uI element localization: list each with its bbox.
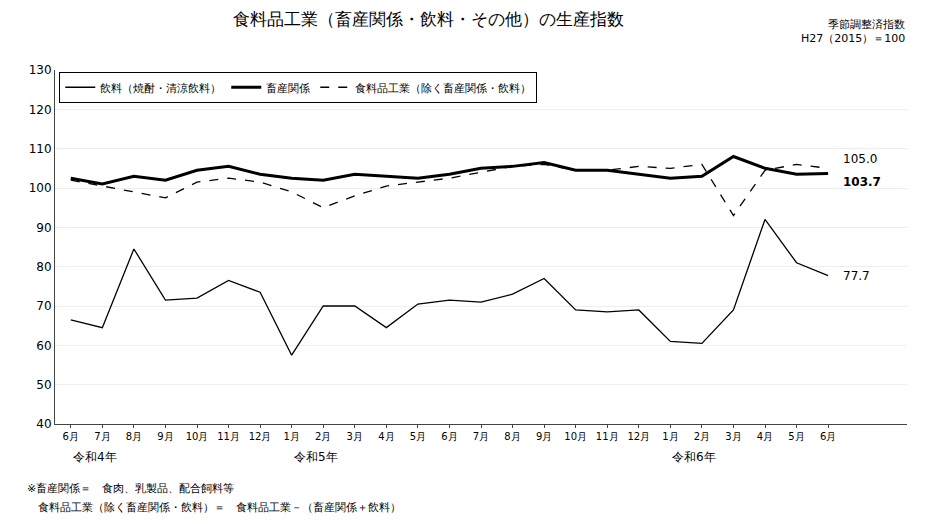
svg-text:6月: 6月 [63,431,79,442]
svg-text:103.7: 103.7 [843,175,881,189]
svg-text:3月: 3月 [725,431,741,442]
svg-text:季節調整済指数H27（2015）＝100: 季節調整済指数H27（2015）＝100 [801,18,905,45]
svg-text:6月: 6月 [820,431,836,442]
svg-text:3月: 3月 [347,431,363,442]
svg-text:10月: 10月 [186,431,209,442]
svg-text:7月: 7月 [473,431,489,442]
svg-text:4月: 4月 [378,431,394,442]
svg-text:食料品工業（除く畜産関係・飲料）: 食料品工業（除く畜産関係・飲料） [355,82,531,95]
svg-text:40: 40 [36,417,51,431]
svg-text:90: 90 [36,221,51,235]
svg-text:令和6年: 令和6年 [672,450,716,464]
svg-text:7月: 7月 [94,431,110,442]
svg-text:60: 60 [36,339,51,353]
svg-text:1月: 1月 [662,431,678,442]
svg-text:2月: 2月 [315,431,331,442]
svg-text:令和5年: 令和5年 [294,450,338,464]
svg-text:120: 120 [29,103,52,117]
svg-text:8月: 8月 [504,431,520,442]
svg-text:11月: 11月 [596,431,619,442]
svg-text:9月: 9月 [157,431,173,442]
svg-text:8月: 8月 [126,431,142,442]
svg-text:飲料（焼酎・清涼飲料）: 飲料（焼酎・清涼飲料） [100,82,221,95]
svg-text:6月: 6月 [441,431,457,442]
svg-text:12月: 12月 [249,431,272,442]
svg-text:50: 50 [36,378,51,392]
svg-text:9月: 9月 [536,431,552,442]
svg-text:5月: 5月 [410,431,426,442]
svg-text:2月: 2月 [694,431,710,442]
svg-text:食料品工業（除く畜産関係・飲料）＝ 食料品工業－（畜産関係＋: 食料品工業（除く畜産関係・飲料）＝ 食料品工業－（畜産関係＋飲料） [27,501,401,514]
svg-text:105.0: 105.0 [843,152,877,166]
svg-text:畜産関係: 畜産関係 [266,82,310,95]
svg-text:110: 110 [29,142,52,156]
svg-text:77.7: 77.7 [843,269,870,283]
svg-text:※畜産関係＝ 食肉、乳製品、配合飼料等: ※畜産関係＝ 食肉、乳製品、配合飼料等 [27,482,234,495]
svg-text:100: 100 [29,181,52,195]
svg-text:1月: 1月 [283,431,299,442]
svg-text:11月: 11月 [217,431,240,442]
svg-text:食料品工業（畜産関係・飲料・その他）の生産指数: 食料品工業（畜産関係・飲料・その他）の生産指数 [233,9,624,29]
svg-text:80: 80 [36,260,51,274]
svg-text:10月: 10月 [564,431,587,442]
svg-text:令和4年: 令和4年 [73,450,117,464]
svg-text:5月: 5月 [788,431,804,442]
svg-text:4月: 4月 [757,431,773,442]
svg-text:12月: 12月 [627,431,650,442]
svg-text:70: 70 [36,299,51,313]
svg-text:130: 130 [29,63,52,77]
